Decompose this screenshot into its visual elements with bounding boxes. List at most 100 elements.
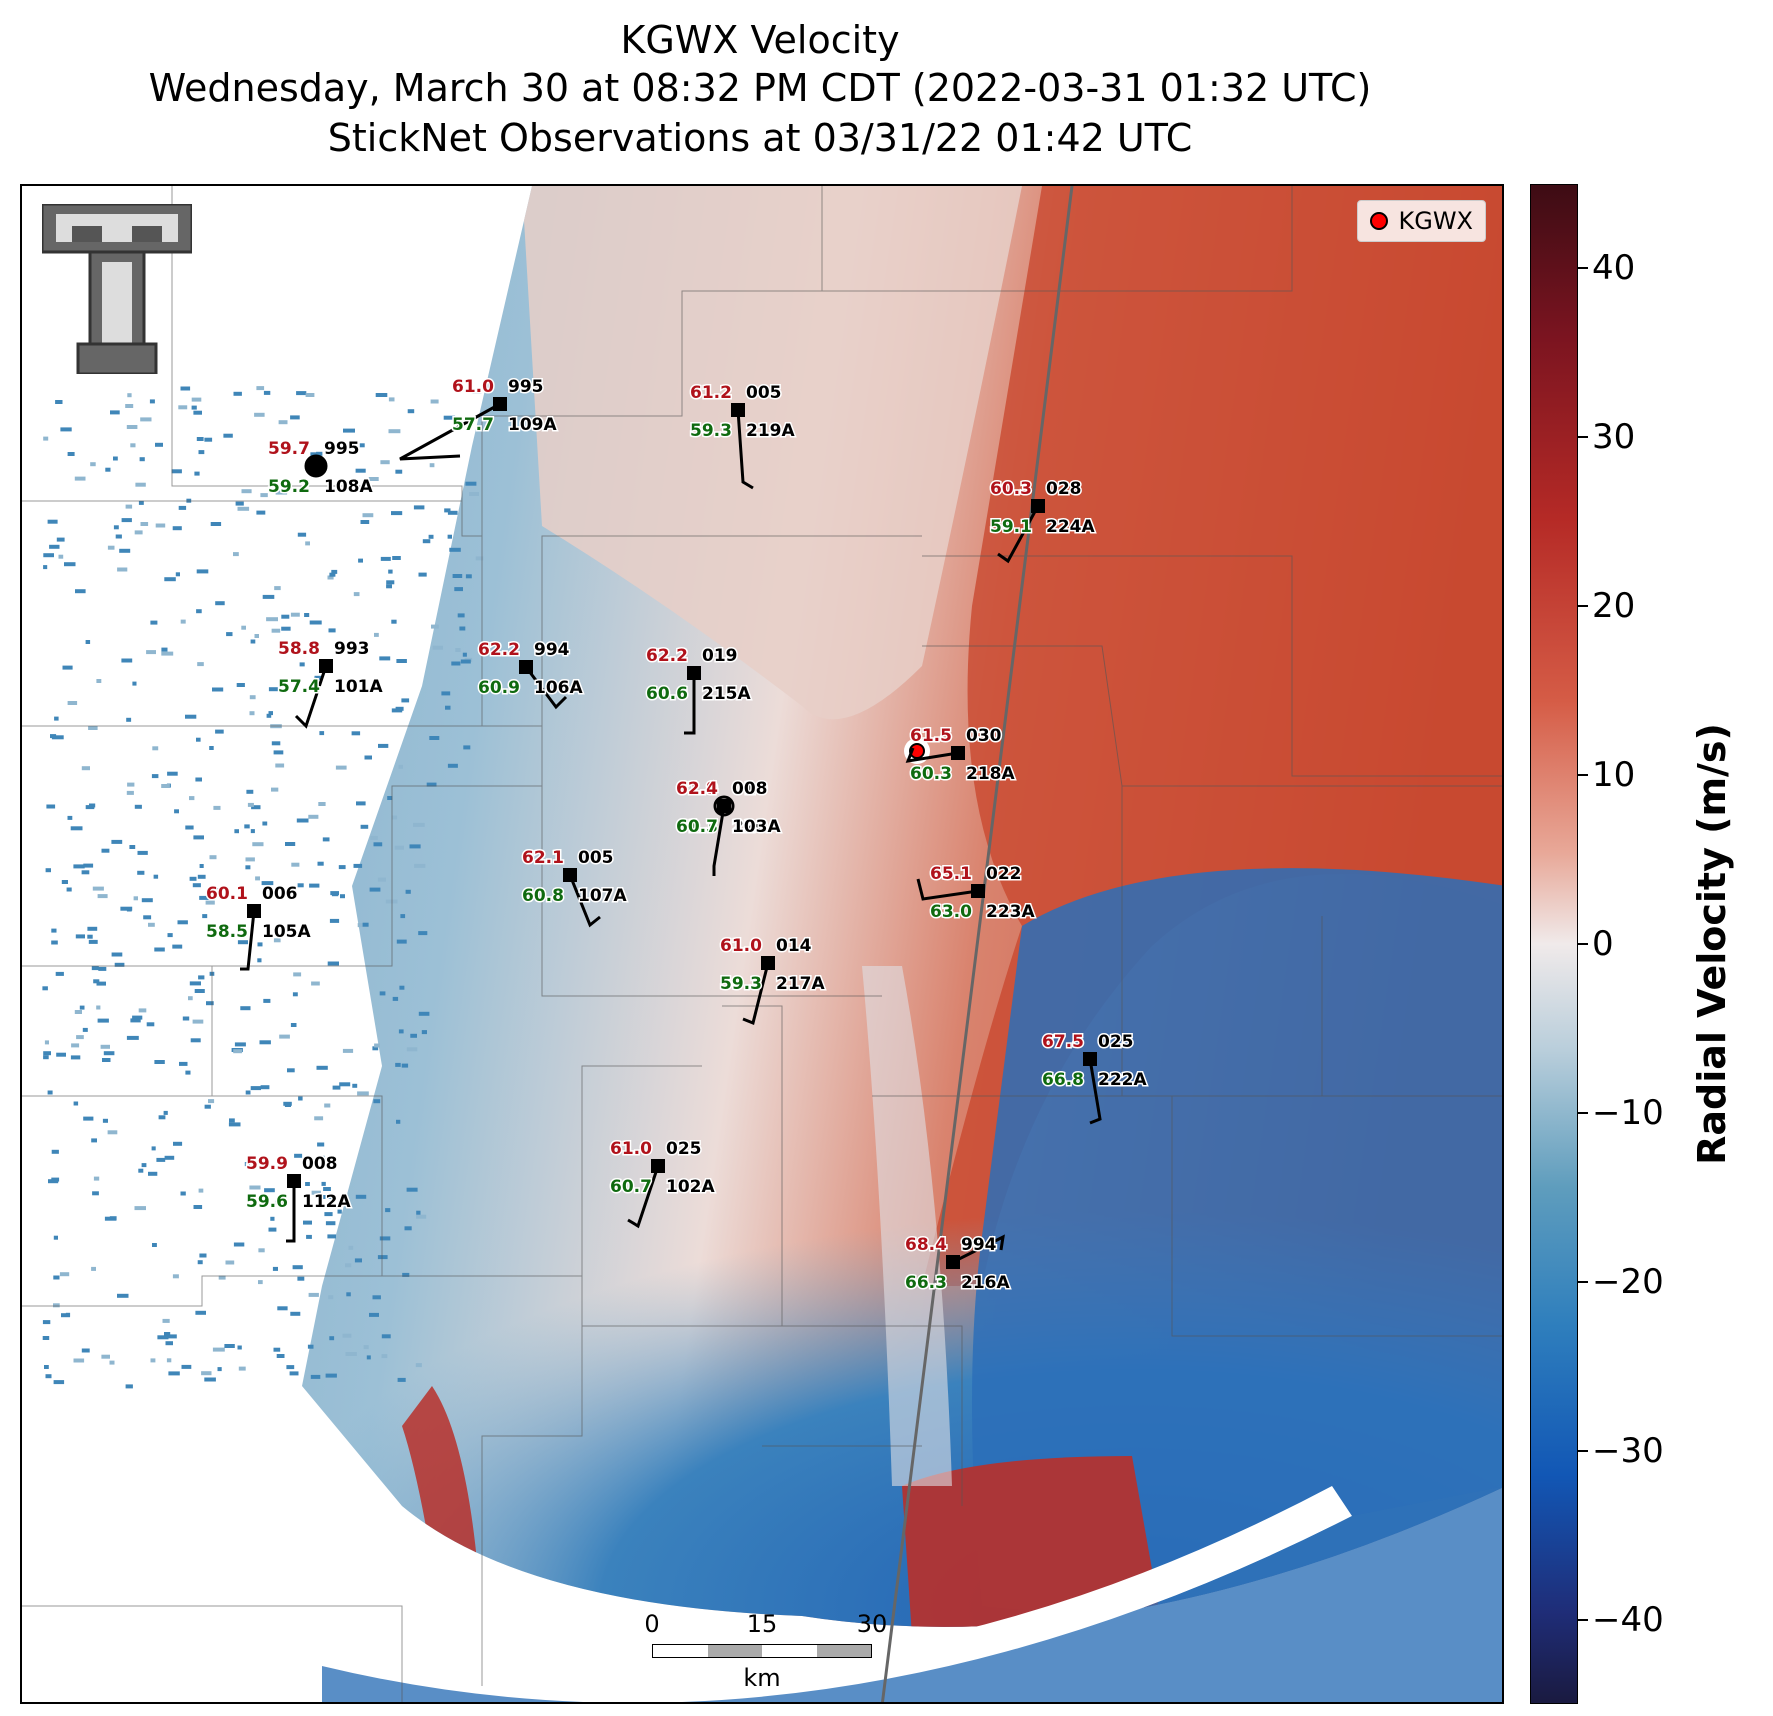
wind-barb-icon xyxy=(524,666,568,710)
station-id: 218A xyxy=(966,764,1015,784)
station-pressure-code: 995 xyxy=(324,439,360,459)
state-border xyxy=(880,186,1074,1702)
station-temperature: 68.4 xyxy=(905,1235,947,1255)
radar-map-panel[interactable]: 61.0 995 57.7 109A 61.2 005 59.3 219A 59.7 995 59.… xyxy=(20,184,1504,1704)
scale-tick-label: 0 xyxy=(644,1610,660,1638)
map-title: KGWX Velocity xyxy=(620,18,900,62)
station-plot-224A[interactable]: 60.3 028 59.1 224A xyxy=(989,478,1097,564)
station-marker-icon xyxy=(761,956,775,970)
station-temperature: 61.5 xyxy=(910,726,952,746)
colorbar-tick-label: 20 xyxy=(1592,586,1636,627)
station-id: 216A xyxy=(961,1273,1010,1293)
station-pressure-code: 993 xyxy=(334,639,370,659)
station-id: 109A xyxy=(508,415,557,435)
station-plot-217A[interactable]: 61.0 014 59.3 217A xyxy=(719,935,827,1026)
station-pressure-code: 028 xyxy=(1046,479,1082,499)
station-temperature: 59.9 xyxy=(246,1154,288,1174)
station-id: 107A xyxy=(578,886,627,906)
station-plot-220A[interactable]: 61.9 010 61.3 220A xyxy=(675,778,783,876)
station-id: 222A xyxy=(1098,1070,1147,1090)
station-dewpoint: 60.3 xyxy=(910,764,952,784)
scale-unit-label: km xyxy=(743,1664,781,1692)
station-plot-108A[interactable]: 59.7 995 59.2 108A xyxy=(267,438,375,499)
station-pressure-code: 994 xyxy=(534,640,570,660)
station-plot-101A[interactable]: 58.8 993 57.4 101A xyxy=(277,638,385,729)
station-temperature: 58.8 xyxy=(278,639,320,659)
station-temperature: 67.5 xyxy=(1042,1032,1084,1052)
colorbar-tick-label: −20 xyxy=(1592,1261,1664,1302)
colorbar-tick xyxy=(1578,774,1588,777)
station-marker-icon xyxy=(563,868,577,882)
calm-wind-icon xyxy=(713,795,735,817)
station-plot-216A[interactable]: 68.4 994 66.3 216A xyxy=(904,1234,1012,1295)
station-pressure-code: 030 xyxy=(966,726,1002,746)
station-plot-103A[interactable]: 62.4 008 60.7 103A xyxy=(675,778,783,839)
station-plot-215A[interactable]: 62.2 019 60.6 215A xyxy=(645,645,753,735)
station-dewpoint: 63.0 xyxy=(930,902,972,922)
station-pressure-code: 025 xyxy=(666,1139,702,1159)
station-temperature: 59.7 xyxy=(268,439,310,459)
colorbar-tick xyxy=(1578,1618,1588,1621)
station-marker-icon xyxy=(1031,499,1045,513)
station-plot-109A[interactable]: 61.0 995 57.7 109A xyxy=(399,376,559,461)
station-dewpoint: 60.7 xyxy=(676,817,718,837)
scale-tick-label: 15 xyxy=(746,1610,778,1638)
colorbar-tick xyxy=(1578,605,1588,608)
station-plot-219A[interactable]: 61.2 005 59.3 219A xyxy=(689,382,797,490)
colorbar-tick-label: 0 xyxy=(1592,924,1614,964)
velocity-colorbar: 40 30 20 10 0 −10 −20 −30 −40 Radial Velocity (m… xyxy=(1530,184,1773,1704)
wind-barb-icon xyxy=(568,874,601,928)
station-id: 220A xyxy=(732,817,781,837)
station-pressure-code: 006 xyxy=(262,884,298,904)
radar-site-kgwx[interactable] xyxy=(909,743,925,759)
wind-barb-icon xyxy=(736,409,754,490)
station-plot-107A[interactable]: 62.1 005 60.8 107A xyxy=(521,847,629,928)
colorbar-tick xyxy=(1578,1280,1588,1283)
station-id: 106A xyxy=(534,678,583,698)
station-marker-icon xyxy=(717,799,731,813)
station-plot-222A[interactable]: 67.5 025 66.8 222A xyxy=(1041,1031,1149,1125)
station-temperature: 62.4 xyxy=(676,779,718,799)
station-id: 105A xyxy=(262,922,311,942)
county-boundaries xyxy=(22,186,1502,1702)
station-dewpoint: 60.7 xyxy=(610,1177,652,1197)
station-pressure-code: 008 xyxy=(732,779,768,799)
colorbar-tick-label: −30 xyxy=(1592,1430,1664,1471)
station-marker-icon xyxy=(951,746,965,760)
scalebar-track xyxy=(652,1644,872,1658)
colorbar-title: Radial Velocity (m/s) xyxy=(1690,723,1734,1165)
wind-barb-icon xyxy=(684,673,696,735)
wind-barb-icon xyxy=(286,1181,296,1243)
map-legend: KGWX xyxy=(1357,200,1486,242)
station-dewpoint: 59.2 xyxy=(268,477,310,497)
station-id: 108A xyxy=(324,477,373,497)
calm-wind-icon xyxy=(304,454,328,478)
station-plot-218A[interactable]: 61.5 030 60.3 218A xyxy=(905,725,1017,786)
station-plot-102A[interactable]: 61.0 025 60.7 102A xyxy=(609,1138,717,1229)
wind-barb-icon xyxy=(997,505,1040,564)
station-marker-icon xyxy=(319,659,333,673)
station-id: 224A xyxy=(1046,517,1095,537)
station-plot-112A[interactable]: 59.9 008 59.6 112A xyxy=(245,1153,353,1243)
station-plot-106A[interactable]: 62.2 994 60.9 106A xyxy=(477,639,585,710)
station-plot-105A[interactable]: 60.1 006 58.5 105A xyxy=(205,883,313,971)
wind-barb-icon xyxy=(916,878,979,901)
distance-scalebar: 0 15 30 km xyxy=(632,1610,902,1700)
station-pressure-code: 022 xyxy=(986,864,1022,884)
wind-barb-icon xyxy=(627,1165,660,1229)
colorbar-tick-label: −10 xyxy=(1592,1092,1664,1133)
station-marker-icon xyxy=(687,666,701,680)
station-id: 223A xyxy=(986,902,1035,922)
station-id: 215A xyxy=(702,684,751,704)
station-pressure-code: 019 xyxy=(702,646,738,666)
station-temperature: 62.2 xyxy=(646,646,688,666)
station-dewpoint: 59.3 xyxy=(720,974,762,994)
station-id: 112A xyxy=(302,1192,351,1212)
station-dewpoint: 58.5 xyxy=(206,922,248,942)
station-dewpoint: 59.3 xyxy=(690,421,732,441)
station-plot-223A[interactable]: 65.1 022 63.0 223A xyxy=(916,863,1037,924)
station-temperature: 61.9 xyxy=(676,779,718,799)
wind-barb-icon xyxy=(399,402,501,461)
